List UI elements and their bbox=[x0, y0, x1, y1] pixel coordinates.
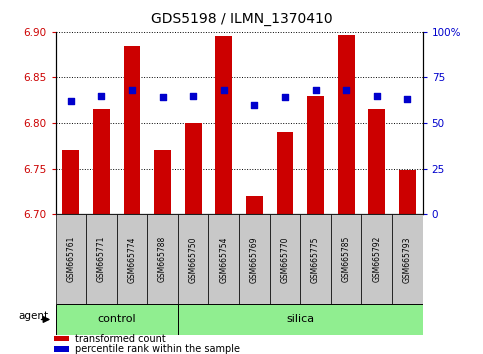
Text: GSM665754: GSM665754 bbox=[219, 236, 228, 282]
Bar bbox=[54, 346, 69, 352]
Bar bbox=[117, 214, 147, 304]
Text: GSM665785: GSM665785 bbox=[341, 236, 351, 282]
Bar bbox=[239, 214, 270, 304]
Text: GSM665774: GSM665774 bbox=[128, 236, 137, 282]
Bar bbox=[209, 214, 239, 304]
Bar bbox=[361, 214, 392, 304]
Text: GSM665750: GSM665750 bbox=[189, 236, 198, 282]
Bar bbox=[185, 123, 201, 214]
Bar bbox=[93, 109, 110, 214]
Point bbox=[373, 93, 381, 98]
Bar bbox=[124, 46, 141, 214]
Text: GSM665793: GSM665793 bbox=[403, 236, 412, 282]
Point bbox=[189, 93, 197, 98]
Text: GSM665771: GSM665771 bbox=[97, 236, 106, 282]
Text: control: control bbox=[98, 314, 136, 325]
Bar bbox=[277, 132, 293, 214]
Point bbox=[128, 87, 136, 93]
Text: GSM665761: GSM665761 bbox=[66, 236, 75, 282]
Point bbox=[403, 97, 411, 102]
Text: GDS5198 / ILMN_1370410: GDS5198 / ILMN_1370410 bbox=[151, 12, 332, 27]
Bar bbox=[369, 109, 385, 214]
Bar bbox=[307, 96, 324, 214]
Text: GSM665775: GSM665775 bbox=[311, 236, 320, 282]
Point bbox=[159, 95, 167, 100]
Bar bbox=[178, 304, 423, 335]
Bar bbox=[154, 150, 171, 214]
Bar bbox=[270, 214, 300, 304]
Bar bbox=[300, 214, 331, 304]
Bar bbox=[54, 336, 69, 341]
Text: GSM665770: GSM665770 bbox=[281, 236, 289, 282]
Bar bbox=[392, 214, 423, 304]
Text: transformed count: transformed count bbox=[75, 333, 166, 344]
Point bbox=[342, 87, 350, 93]
Bar bbox=[147, 214, 178, 304]
Text: percentile rank within the sample: percentile rank within the sample bbox=[75, 344, 240, 354]
Bar bbox=[56, 214, 86, 304]
Text: GSM665788: GSM665788 bbox=[158, 236, 167, 282]
Bar bbox=[338, 35, 355, 214]
Point bbox=[98, 93, 105, 98]
Text: silica: silica bbox=[286, 314, 314, 325]
Point bbox=[312, 87, 319, 93]
Bar bbox=[399, 170, 416, 214]
Text: GSM665769: GSM665769 bbox=[250, 236, 259, 282]
Bar bbox=[56, 304, 178, 335]
Bar bbox=[331, 214, 361, 304]
Bar bbox=[178, 214, 209, 304]
Point bbox=[67, 98, 75, 104]
Bar bbox=[246, 196, 263, 214]
Point bbox=[220, 87, 227, 93]
Point bbox=[281, 95, 289, 100]
Point bbox=[251, 102, 258, 108]
Text: agent: agent bbox=[18, 311, 48, 321]
Bar bbox=[86, 214, 117, 304]
Bar bbox=[215, 36, 232, 214]
Text: GSM665792: GSM665792 bbox=[372, 236, 381, 282]
Bar bbox=[62, 150, 79, 214]
